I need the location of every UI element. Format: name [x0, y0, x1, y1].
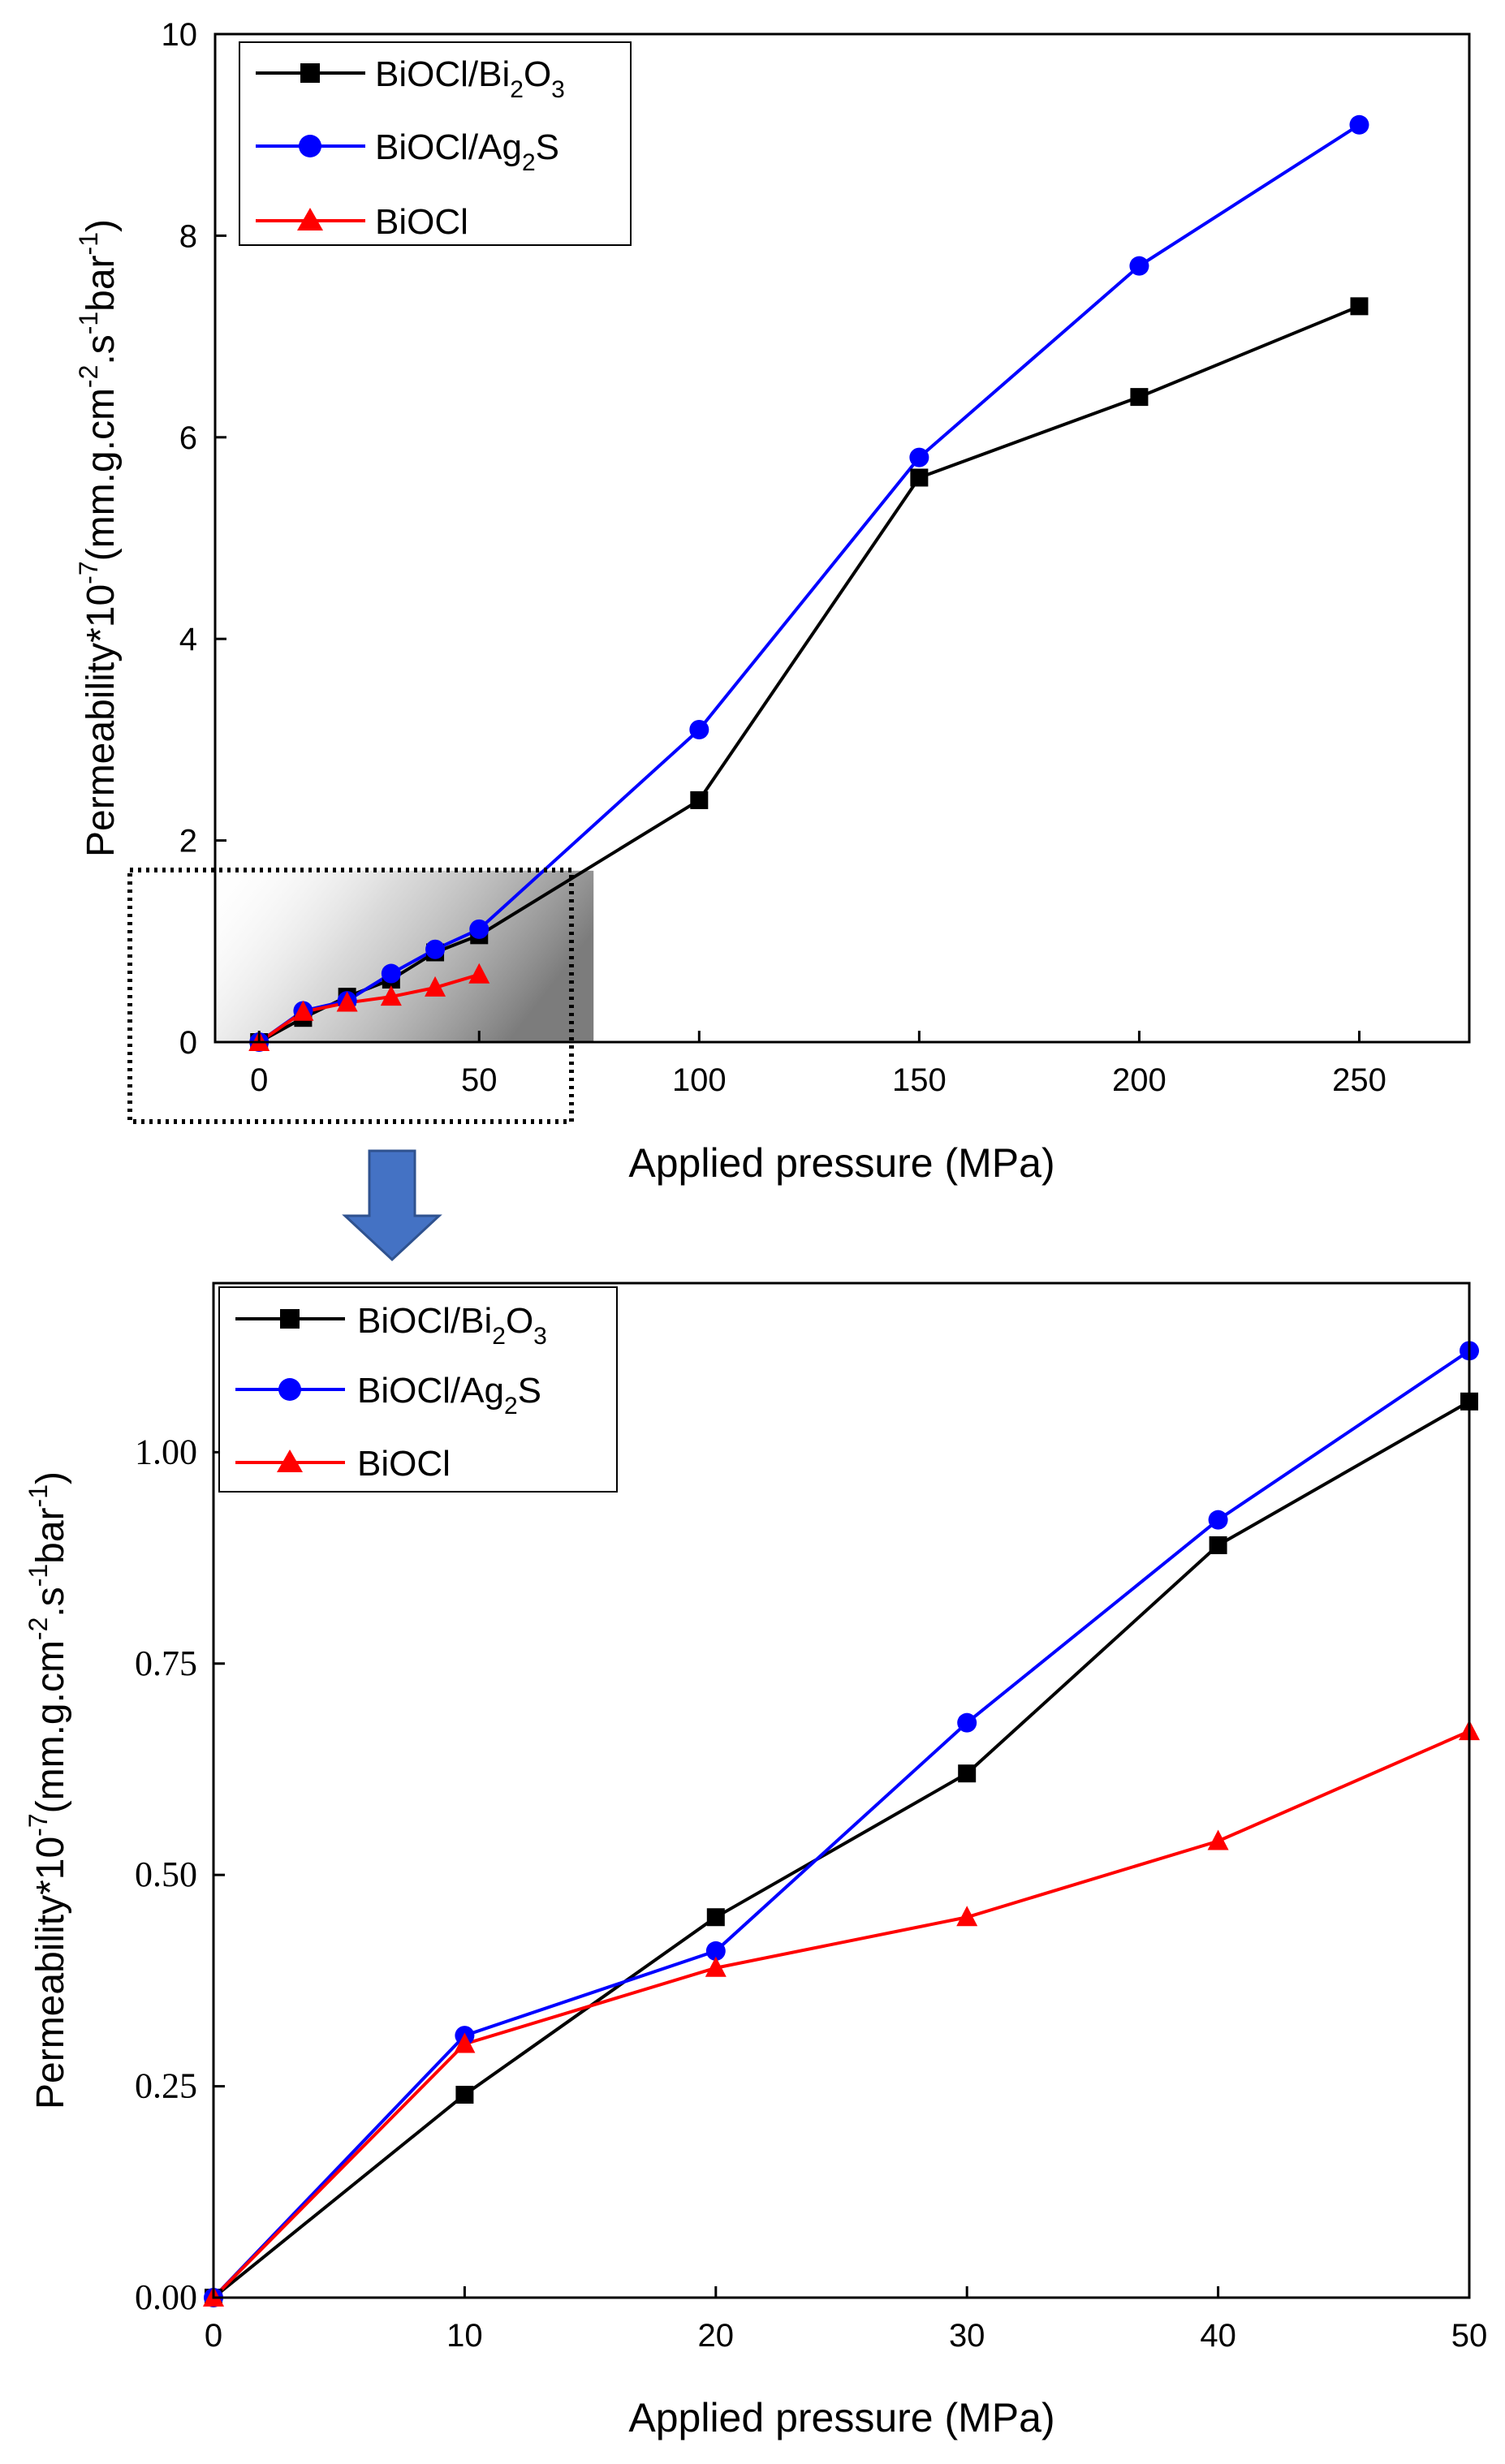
data-point-triangle [1207, 1829, 1229, 1850]
data-point-circle [689, 719, 709, 739]
x-tick-label: 50 [461, 1062, 498, 1098]
zoom-x-axis-label: Applied pressure (MPa) [628, 2395, 1054, 2440]
data-point-circle [1349, 114, 1369, 135]
data-point-triangle [380, 985, 402, 1006]
overview-zoom-shade [215, 870, 594, 1042]
overview-legend-entry-1: BiOCl/Bi2O3 [256, 54, 565, 103]
data-point-circle [1208, 1510, 1228, 1530]
data-point-square [1209, 1536, 1227, 1554]
x-tick-label: 250 [1332, 1062, 1386, 1098]
legend-label: BiOCl [375, 202, 468, 242]
zoom-legend-entry-1: BiOCl/Bi2O3 [235, 1301, 547, 1350]
data-point-circle [1129, 256, 1149, 276]
data-point-square [910, 468, 929, 487]
legend-circle-marker [299, 135, 321, 157]
legend-label: BiOCl/Bi2O3 [375, 54, 565, 103]
legend-label: BiOCl/Ag2S [357, 1371, 541, 1419]
data-point-square [706, 1908, 725, 1927]
series-line-square [212, 1400, 1470, 2299]
overview-chart: 0 50 100 150 200 250 0 2 4 6 8 10 BiOCl/Bi2O3 BiOC… [74, 17, 1471, 1186]
data-point-square [455, 2086, 474, 2104]
overview-plot-frame [213, 32, 1471, 1044]
y-tick-label: 0 [179, 1025, 197, 1061]
zoom-series-markers [203, 1341, 1480, 2307]
overview-x-axis-label: Applied pressure (MPa) [628, 1140, 1054, 1186]
y-tick-label: 0.25 [135, 2066, 197, 2106]
y-tick-label: 4 [179, 622, 197, 657]
x-tick-label: 0 [205, 2318, 222, 2354]
x-tick-label: 200 [1112, 1062, 1166, 1098]
zoom-y-axis-label: Permeability*10-7(mm.g.cm-2.s-1bar-1) [24, 1471, 72, 2109]
x-tick-label: 100 [672, 1062, 727, 1098]
y-tick-label: 2 [179, 824, 197, 859]
overview-legend-entry-3: BiOCl [256, 202, 468, 242]
data-point-triangle [425, 976, 446, 997]
overview-legend-entry-2: BiOCl/Ag2S [256, 127, 559, 176]
data-point-triangle [292, 1000, 314, 1021]
data-point-circle [425, 939, 446, 959]
y-tick-label: 10 [162, 17, 198, 53]
data-point-triangle [336, 991, 358, 1012]
overview-y-axis-label: Permeability*10-7(mm.g.cm-2.s-1bar-1) [74, 219, 123, 857]
data-point-triangle [454, 2032, 476, 2053]
legend-square-marker [280, 1309, 300, 1329]
zoom-legend: BiOCl/Bi2O3 BiOCl/Ag2S BiOCl [218, 1286, 618, 1493]
data-point-triangle [956, 1906, 978, 1927]
data-point-circle [381, 963, 401, 984]
series-line-circle [212, 1349, 1471, 2299]
zoom-legend-entry-2: BiOCl/Ag2S [235, 1371, 541, 1419]
overview-y-ticks: 0 2 4 6 8 10 [162, 17, 226, 1061]
data-point-square [1130, 388, 1149, 407]
legend-label: BiOCl [357, 1444, 451, 1484]
zoom-legend-entry-3: BiOCl [235, 1444, 451, 1484]
overview-x-ticks: 0 50 100 150 200 250 [250, 1031, 1386, 1098]
zoom-series-lines [212, 1349, 1471, 2299]
arrow-shape [342, 1149, 442, 1262]
data-point-square [1350, 297, 1369, 316]
zoom-chart: 0 10 20 30 40 50 0.00 0.25 0.50 0.75 1.00 BiOCl/B… [24, 1282, 1487, 2440]
data-point-square [690, 790, 709, 809]
data-point-circle [705, 1941, 726, 1961]
down-arrow-icon [342, 1149, 442, 1262]
overview-series-markers [248, 114, 1369, 1052]
y-tick-label: 0.50 [135, 1854, 197, 1894]
data-point-triangle [468, 963, 490, 984]
y-tick-label: 6 [179, 420, 197, 456]
y-tick-label: 1.00 [135, 1432, 197, 1471]
zoom-region-shade [215, 870, 594, 1042]
legend-square-marker [300, 63, 320, 83]
zoom-x-ticks: 0 10 20 30 40 50 [205, 2286, 1487, 2354]
legend-triangle-marker [297, 208, 323, 230]
x-tick-label: 40 [1200, 2318, 1236, 2354]
x-tick-label: 150 [892, 1062, 947, 1098]
data-point-circle [469, 919, 489, 939]
legend-label: BiOCl/Ag2S [375, 127, 559, 176]
overview-zoom-box [127, 868, 574, 1124]
x-tick-label: 20 [698, 2318, 735, 2354]
legend-label: BiOCl/Bi2O3 [357, 1301, 547, 1350]
x-tick-label: 50 [1451, 2318, 1488, 2354]
x-tick-label: 10 [446, 2318, 483, 2354]
data-point-circle [957, 1712, 977, 1733]
legend-triangle-marker [277, 1450, 303, 1472]
y-tick-label: 0.75 [135, 1643, 197, 1683]
series-line-triangle [212, 1730, 1470, 2299]
overview-legend: BiOCl/Bi2O3 BiOCl/Ag2S BiOCl [239, 41, 632, 246]
zoom-plot-frame [212, 1282, 1471, 2299]
y-tick-label: 0.00 [135, 2277, 197, 2317]
legend-circle-marker [278, 1378, 301, 1401]
x-tick-label: 0 [250, 1062, 268, 1098]
y-tick-label: 8 [179, 218, 197, 254]
data-point-circle [909, 447, 929, 467]
x-tick-label: 30 [949, 2318, 985, 2354]
data-point-triangle [705, 1956, 727, 1977]
zoom-y-ticks: 0.00 0.25 0.50 0.75 1.00 [135, 1432, 225, 2317]
data-point-square [958, 1764, 977, 1783]
